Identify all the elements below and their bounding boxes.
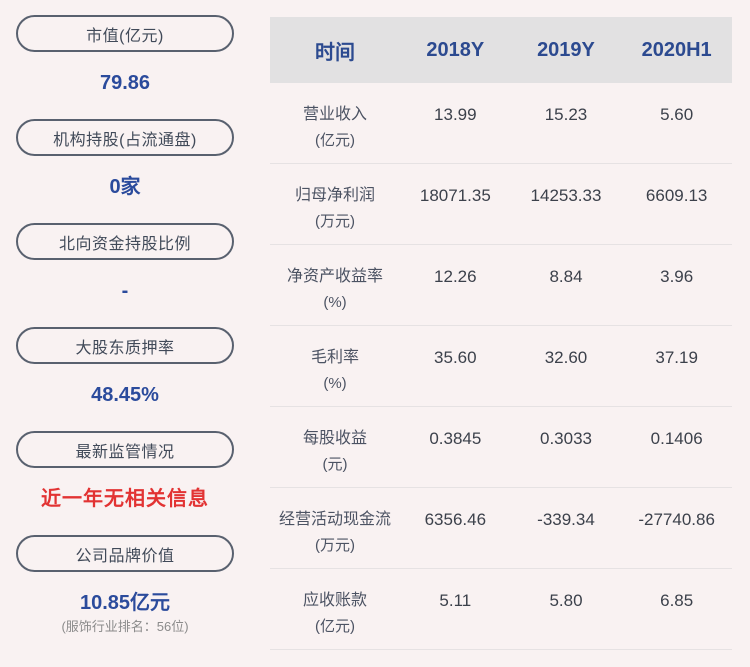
row-value-cell: 37.19 [655, 348, 698, 367]
row-value-cell: 12.26 [434, 267, 477, 286]
row-unit: (元) [322, 456, 348, 473]
row-label-cell: 净资产收益率 (%) [270, 245, 400, 315]
sidebar-metric-block: 公司品牌价值 10.85亿元 (服饰行业排名：56位) [16, 535, 234, 636]
header-cell-period: 2020H1 [641, 38, 712, 61]
row-value-cell: -339.34 [537, 510, 595, 529]
metric-pill-label: 最新监管情况 [75, 443, 175, 461]
row-value-cell: 5.60 [660, 105, 694, 124]
row-label-cell: 应收账款 (亿元) [270, 569, 400, 639]
metric-pill-button[interactable]: 大股东质押率 [16, 327, 234, 364]
header-cell-time: 时间 [315, 41, 355, 64]
row-value-cell: 18071.35 [419, 186, 491, 205]
header-cell-period: 2019Y [537, 38, 595, 61]
metric-value: - [121, 280, 129, 302]
table-header-row: 时间 2018Y 2019Y 2020H1 [270, 17, 732, 83]
metric-pill-button[interactable]: 公司品牌价值 [16, 535, 234, 572]
metric-value: 48.45% [91, 384, 159, 406]
row-value-cell: 0.1406 [650, 429, 703, 448]
row-label-cell: 毛利率 (%) [270, 326, 400, 396]
row-value-cell: 6356.46 [424, 510, 487, 529]
row-value-cell: 0.3845 [429, 429, 482, 448]
row-value-cell: 32.60 [544, 348, 588, 367]
table-row: 归母净利润 (万元) 18071.35 14253.33 6609.13 [270, 164, 732, 245]
row-value-cell: 14253.33 [530, 186, 602, 205]
row-value-cell: 6609.13 [645, 186, 708, 205]
row-label: 经营活动现金流 [278, 511, 391, 528]
row-value-cell: -27740.86 [638, 510, 715, 529]
metric-value: 79.86 [99, 72, 151, 94]
metric-pill-button[interactable]: 市值(亿元) [16, 15, 234, 52]
metric-value: 10.85亿元 [79, 592, 171, 614]
table-row: 经营活动现金流 (万元) 6356.46 -339.34 -27740.86 [270, 488, 732, 569]
sidebar-metric-block: 大股东质押率 48.45% [16, 327, 234, 408]
metrics-sidebar: 市值(亿元) 79.86 机构持股(占流通盘) 0家 北向资金持股比例 - 大股… [16, 15, 234, 659]
metric-subvalue: (服饰行业排名：56位) [61, 619, 189, 634]
sidebar-metric-block: 北向资金持股比例 - [16, 223, 234, 304]
row-value-cell: 6.85 [660, 591, 694, 610]
sidebar-metric-block: 市值(亿元) 79.86 [16, 15, 234, 96]
row-label: 净资产收益率 [286, 268, 383, 285]
metric-pill-label: 公司品牌价值 [75, 547, 175, 565]
row-unit: (万元) [315, 537, 355, 554]
row-label-cell: 营业收入 (亿元) [270, 83, 400, 153]
table-row: 毛利率 (%) 35.60 32.60 37.19 [270, 326, 732, 407]
row-label-cell: 每股收益 (元) [270, 407, 400, 477]
table-row: 营业收入 (亿元) 13.99 15.23 5.60 [270, 83, 732, 164]
row-value-cell: 5.80 [549, 591, 583, 610]
header-cell-period: 2018Y [426, 38, 485, 61]
row-label: 营业收入 [302, 106, 367, 123]
metric-pill-button[interactable]: 北向资金持股比例 [16, 223, 234, 260]
row-label-cell: 归母净利润 (万元) [270, 164, 400, 234]
sidebar-metric-block: 最新监管情况 近一年无相关信息 [16, 431, 234, 512]
row-value-cell: 3.96 [660, 267, 694, 286]
table-body: 营业收入 (亿元) 13.99 15.23 5.60 归母净利润 (万元) 1807… [270, 83, 732, 650]
row-unit: (亿元) [315, 132, 355, 149]
row-value-cell: 8.84 [549, 267, 583, 286]
row-unit: (亿元) [315, 618, 355, 635]
row-unit: (万元) [315, 213, 355, 230]
table-row: 应收账款 (亿元) 5.11 5.80 6.85 [270, 569, 732, 650]
row-value-cell: 15.23 [544, 105, 588, 124]
metric-pill-label: 机构持股(占流通盘) [53, 131, 197, 149]
row-unit: (%) [323, 294, 347, 311]
row-value-cell: 0.3033 [539, 429, 592, 448]
metric-value: 近一年无相关信息 [41, 488, 209, 510]
metric-value: 0家 [109, 176, 141, 198]
financials-table: 时间 2018Y 2019Y 2020H1 营业收入 (亿元) 13.99 15.23 5… [270, 17, 732, 650]
row-label: 应收账款 [302, 592, 367, 609]
metric-pill-label: 市值(亿元) [86, 27, 164, 45]
row-label: 每股收益 [302, 430, 367, 447]
row-value-cell: 13.99 [434, 105, 477, 124]
metric-pill-label: 大股东质押率 [75, 339, 175, 357]
row-unit: (%) [323, 375, 347, 392]
row-label-cell: 经营活动现金流 (万元) [270, 488, 400, 558]
metric-pill-button[interactable]: 机构持股(占流通盘) [16, 119, 234, 156]
table-row: 每股收益 (元) 0.3845 0.3033 0.1406 [270, 407, 732, 488]
sidebar-metric-block: 机构持股(占流通盘) 0家 [16, 119, 234, 200]
row-label: 归母净利润 [294, 187, 375, 204]
row-value-cell: 5.11 [439, 591, 472, 610]
table-row: 净资产收益率 (%) 12.26 8.84 3.96 [270, 245, 732, 326]
row-label: 毛利率 [310, 349, 359, 366]
metric-pill-label: 北向资金持股比例 [58, 235, 191, 253]
metric-pill-button[interactable]: 最新监管情况 [16, 431, 234, 468]
row-value-cell: 35.60 [434, 348, 477, 367]
